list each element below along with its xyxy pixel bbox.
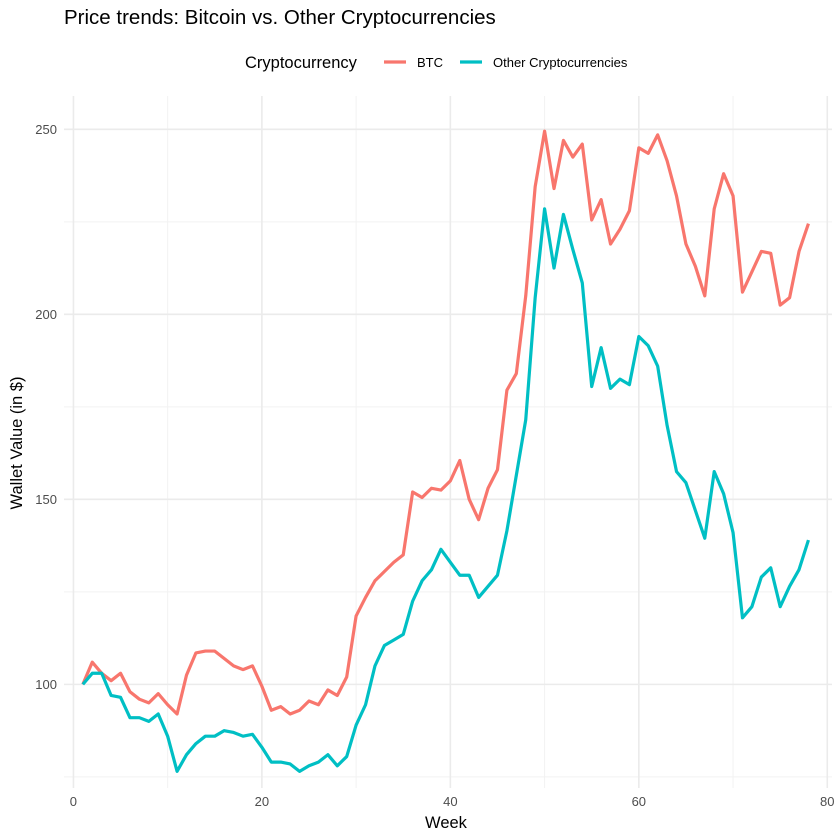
x-tick-label: 40 bbox=[443, 794, 457, 809]
series-layer bbox=[81, 129, 810, 773]
legend-label-other: Other Cryptocurrencies bbox=[493, 55, 628, 70]
y-tick-label: 150 bbox=[35, 492, 57, 507]
legend-label-btc: BTC bbox=[417, 55, 443, 70]
legend-title: Cryptocurrency bbox=[245, 54, 358, 72]
series-line-btc bbox=[81, 129, 810, 716]
y-tick-label: 100 bbox=[35, 677, 57, 692]
chart-title: Price trends: Bitcoin vs. Other Cryptocu… bbox=[64, 6, 496, 29]
y-axis-label: Wallet Value (in $) bbox=[8, 377, 26, 510]
legend: Cryptocurrency BTC Other Cryptocurrencie… bbox=[245, 54, 628, 72]
x-axis-label: Week bbox=[425, 814, 468, 832]
series-line-other-cryptocurrencies bbox=[81, 207, 810, 773]
x-tick-label: 60 bbox=[632, 794, 646, 809]
x-tick-label: 80 bbox=[820, 794, 834, 809]
y-tick-label: 200 bbox=[35, 307, 57, 322]
grid-major bbox=[64, 96, 832, 788]
x-tick-label: 20 bbox=[255, 794, 269, 809]
tick-labels: 0 20 40 60 80 100 150 200 250 bbox=[35, 122, 834, 809]
y-tick-label: 250 bbox=[35, 122, 57, 137]
x-tick-label: 0 bbox=[70, 794, 77, 809]
